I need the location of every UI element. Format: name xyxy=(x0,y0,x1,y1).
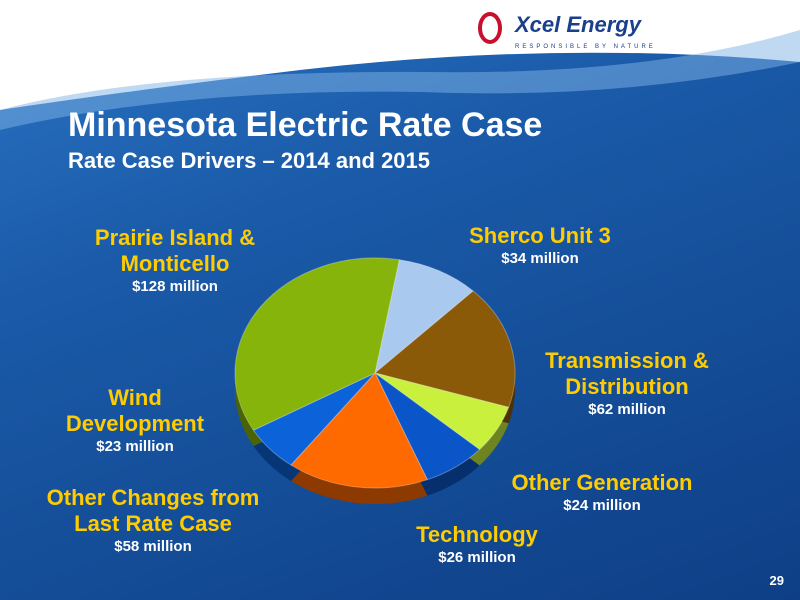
value-label: $62 million xyxy=(588,401,666,418)
category-label: Wind Development xyxy=(65,385,205,436)
chart-title: Minnesota Electric Rate Case xyxy=(68,106,543,144)
brand-name: Xcel Energy xyxy=(515,12,641,37)
category-label: Transmission & Distribution xyxy=(545,348,709,399)
category-label: Sherco Unit 3 xyxy=(469,223,611,248)
slice-label: Wind Development $23 million xyxy=(50,385,220,456)
value-label: $34 million xyxy=(501,250,579,267)
value-label: $128 million xyxy=(132,278,218,295)
slice xyxy=(374,372,481,481)
value-label: $58 million xyxy=(114,538,192,555)
slice xyxy=(374,372,510,451)
header-swoosh xyxy=(0,30,800,130)
pie xyxy=(234,257,516,504)
category-label: Technology xyxy=(416,522,538,547)
page-number: 29 xyxy=(769,573,784,588)
slice-label: Transmission & Distribution $62 million xyxy=(527,348,727,419)
category-label: Other Changes from Last Rate Case xyxy=(46,485,260,536)
slice-label: Technology $26 million xyxy=(377,522,577,567)
slice-label: Other Changes from Last Rate Case $58 mil… xyxy=(23,485,283,556)
slice-label: Prairie Island & Monticello $128 million xyxy=(80,225,270,296)
category-label: Prairie Island & Monticello xyxy=(94,225,256,276)
logo-mark xyxy=(478,12,502,44)
slice xyxy=(290,372,429,489)
slice xyxy=(252,372,376,466)
category-label: Other Generation xyxy=(511,470,693,495)
slice-label: Sherco Unit 3 $34 million xyxy=(440,223,640,268)
value-label: $24 million xyxy=(563,497,641,514)
value-label: $23 million xyxy=(96,438,174,455)
brand-tagline: RESPONSIBLE BY NATURE xyxy=(515,44,656,50)
slice xyxy=(234,257,400,431)
slice xyxy=(374,259,474,375)
chart-subtitle: Rate Case Drivers – 2014 and 2015 xyxy=(68,148,431,173)
slice xyxy=(373,290,516,408)
value-label: $26 million xyxy=(438,549,516,566)
slice-label: Other Generation $24 million xyxy=(492,470,712,515)
